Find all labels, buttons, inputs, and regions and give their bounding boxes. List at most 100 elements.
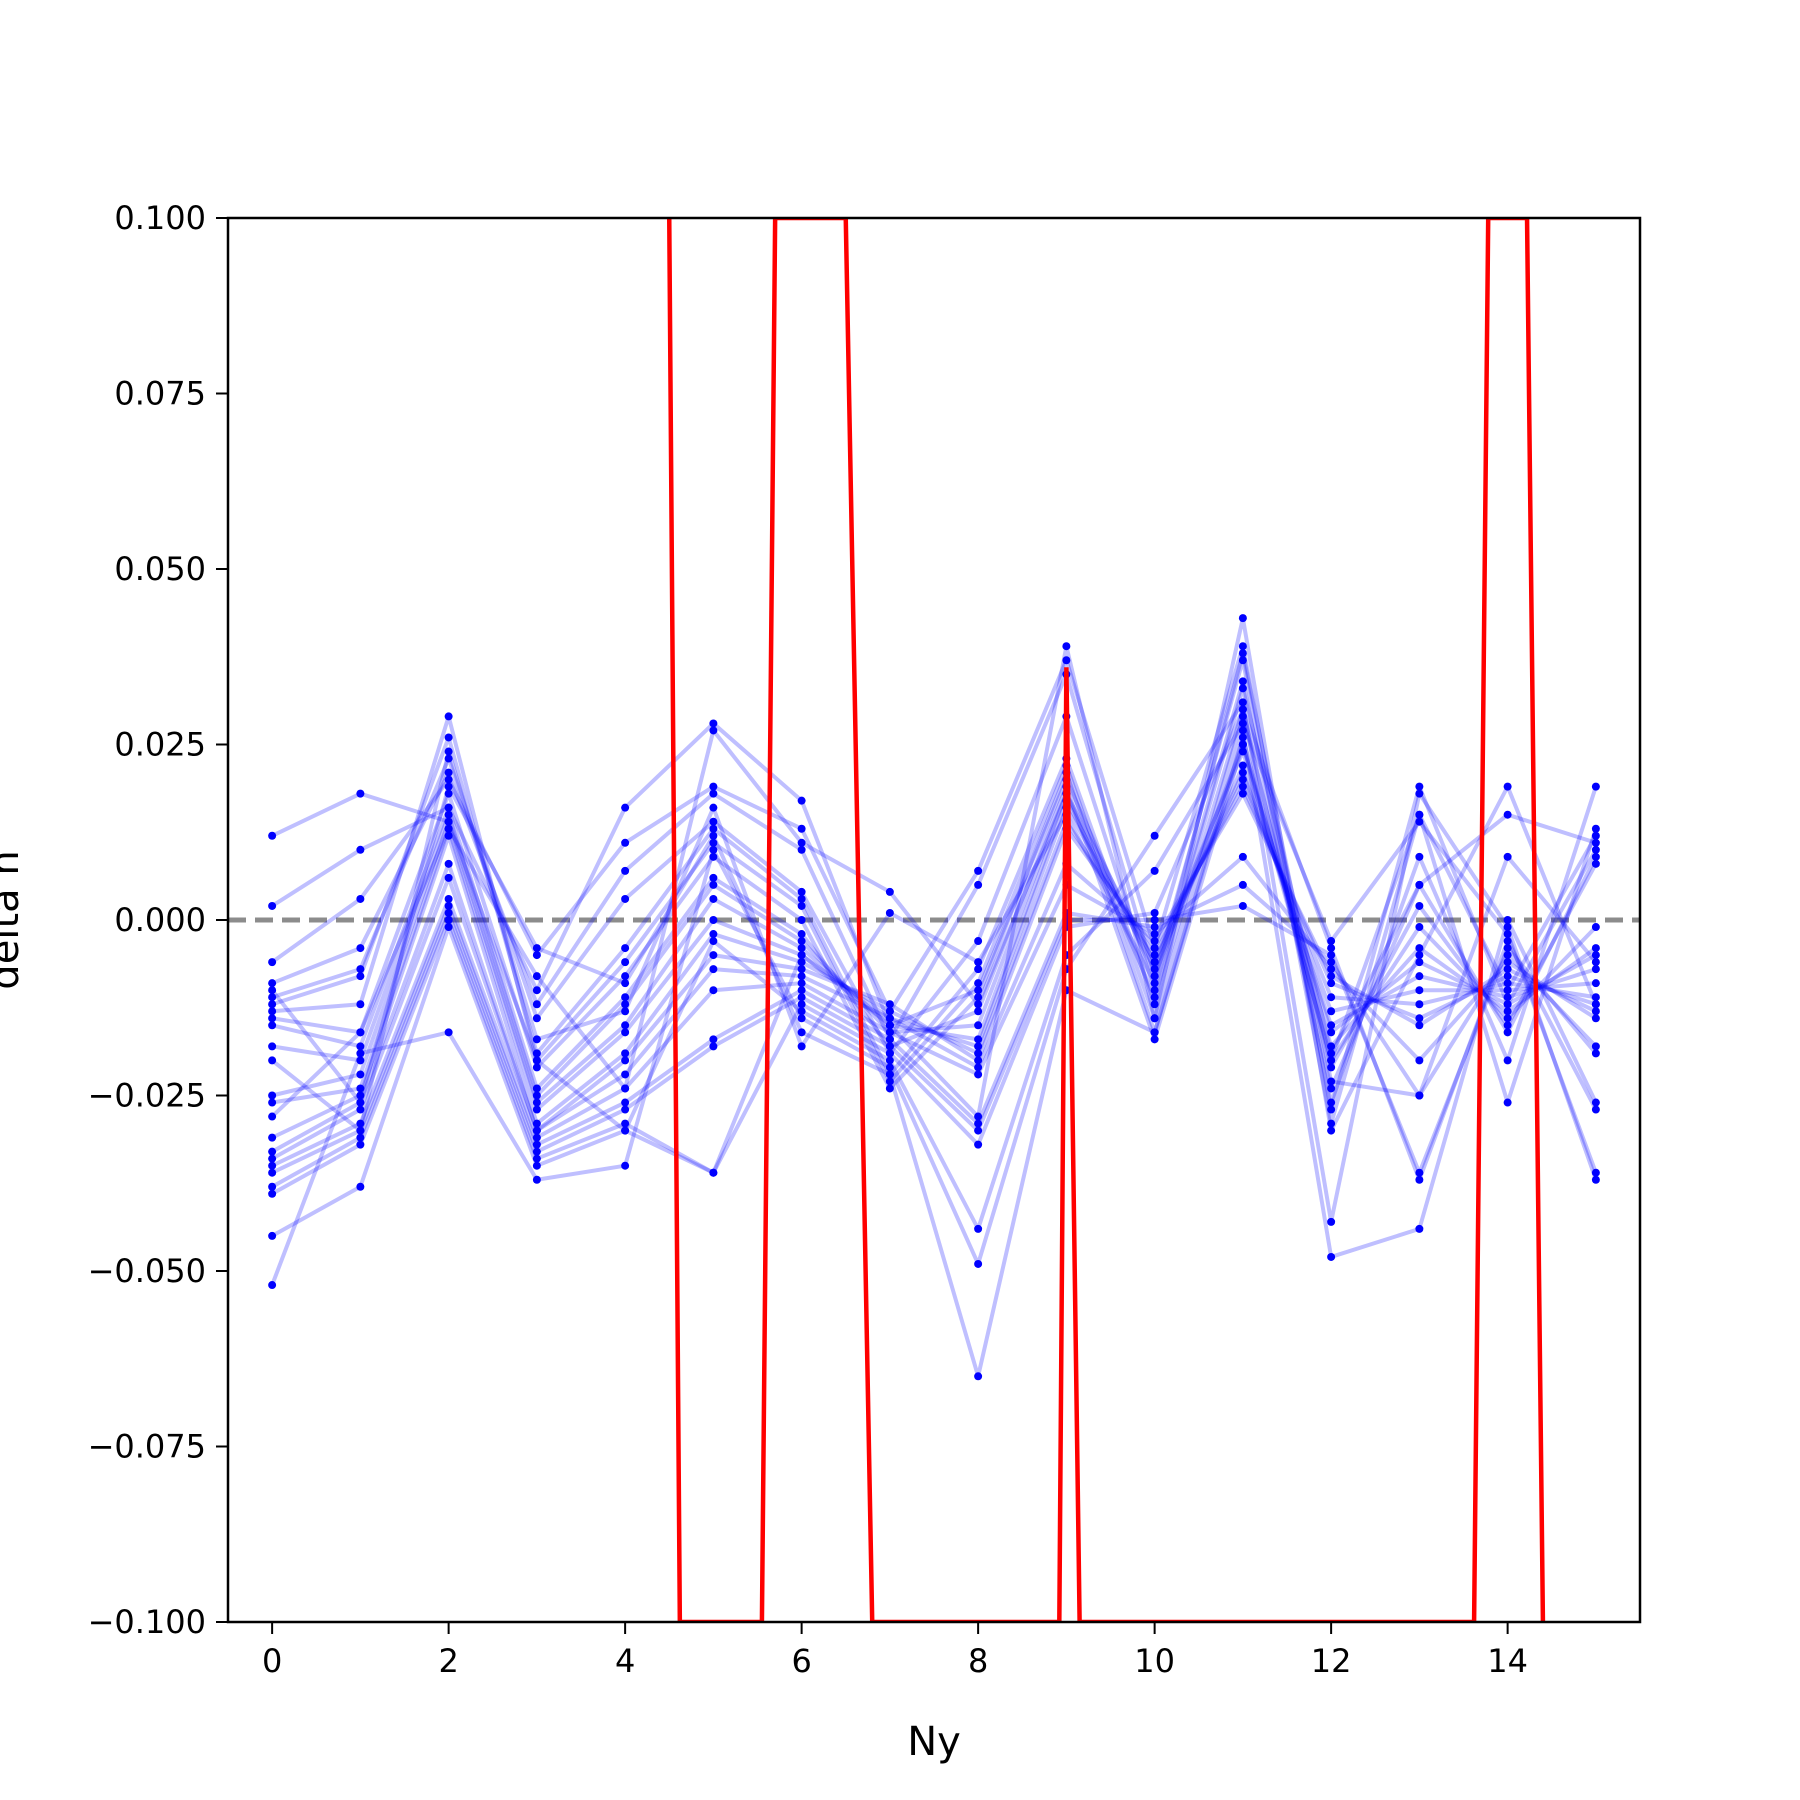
series-point [1503, 1028, 1512, 1037]
series-point [621, 1007, 630, 1016]
series-point [1415, 1168, 1424, 1177]
y-tick-label: 0.100 [114, 199, 206, 237]
series-point [1503, 1007, 1512, 1016]
series-point [1327, 944, 1336, 953]
series-point [1591, 1175, 1600, 1184]
series-point [709, 1035, 718, 1044]
series-point [1591, 824, 1600, 833]
series-point [268, 1091, 277, 1100]
series-point [1150, 979, 1159, 988]
series-point [1415, 944, 1424, 953]
series-point [709, 789, 718, 798]
series-point [974, 1259, 983, 1268]
series-point [1591, 1049, 1600, 1058]
y-tick-label: −0.025 [88, 1077, 206, 1115]
series-point [621, 1126, 630, 1135]
series-point [621, 1070, 630, 1079]
series-point [532, 1056, 541, 1065]
series-point [1591, 958, 1600, 967]
y-tick-label: 0.050 [114, 550, 206, 588]
series-point [1415, 951, 1424, 960]
series-point [974, 1140, 983, 1149]
series-point [356, 1070, 365, 1079]
series-point [1591, 1168, 1600, 1177]
series-point [532, 1105, 541, 1114]
series-point [797, 979, 806, 988]
series-point [621, 972, 630, 981]
series-point [532, 1175, 541, 1184]
series-point [356, 972, 365, 981]
series-point [1062, 656, 1071, 665]
series-point [444, 916, 453, 924]
series-point [444, 733, 453, 742]
series-point [268, 979, 277, 988]
series-point [1327, 979, 1336, 988]
series-point [356, 789, 365, 798]
series-point [1591, 951, 1600, 960]
series-point [532, 1014, 541, 1023]
series-point [709, 951, 718, 960]
series-point [709, 930, 718, 939]
series-point [1503, 1021, 1512, 1030]
series-point [621, 1161, 630, 1170]
series-line-12 [271, 777, 1597, 1140]
series-point [974, 1372, 983, 1381]
series-point [1327, 1063, 1336, 1072]
series-point [797, 937, 806, 946]
series-point [356, 1126, 365, 1135]
series-point [1503, 923, 1512, 932]
x-tick-label: 10 [1134, 1642, 1175, 1680]
series-point [797, 1007, 806, 1016]
series-point [1415, 789, 1424, 798]
series-point [1327, 972, 1336, 981]
series-point [1591, 1042, 1600, 1051]
series-point [1591, 1014, 1600, 1023]
series-point [974, 1007, 983, 1016]
series-point [1591, 1105, 1600, 1114]
series-point [885, 1035, 894, 1044]
series-point [974, 993, 983, 1002]
series-point [709, 873, 718, 882]
y-tick-label: −0.050 [88, 1252, 206, 1290]
series-point [1062, 642, 1071, 651]
series-line-19 [271, 721, 1598, 1238]
series-point [532, 1147, 541, 1156]
series-point [1415, 1175, 1424, 1184]
series-point [974, 1042, 983, 1051]
series-point [797, 1000, 806, 1009]
series-line-11 [271, 770, 1597, 1112]
plot-area [228, 218, 1640, 1622]
series-point [621, 1021, 630, 1030]
series-point [1503, 937, 1512, 946]
series-point [885, 1077, 894, 1086]
series-point [356, 1000, 365, 1009]
series-point [444, 859, 453, 868]
series-point [974, 1126, 983, 1135]
series-point [1415, 817, 1424, 826]
series-point [1415, 923, 1424, 932]
series-point [709, 782, 718, 791]
series-point [356, 1091, 365, 1100]
series-point [1591, 944, 1600, 953]
series-point [797, 944, 806, 953]
series-point [356, 1049, 365, 1058]
series-point [1238, 649, 1247, 658]
series-point [268, 1161, 277, 1170]
series-point [1150, 1014, 1159, 1023]
series-line-4 [271, 679, 1598, 1105]
series-point [356, 1105, 365, 1114]
series-point [268, 1147, 277, 1156]
x-tick-label: 12 [1311, 1642, 1352, 1680]
series-point [268, 1182, 277, 1191]
series-point [974, 1224, 983, 1233]
series-point [1327, 1056, 1336, 1065]
series-point [444, 908, 453, 917]
series-point [1503, 1014, 1512, 1023]
series-point [1415, 852, 1424, 861]
series-point [1150, 1035, 1159, 1044]
series-point [444, 810, 453, 819]
series-point [1238, 698, 1247, 707]
series-point [974, 1056, 983, 1065]
series-point [356, 1182, 365, 1191]
